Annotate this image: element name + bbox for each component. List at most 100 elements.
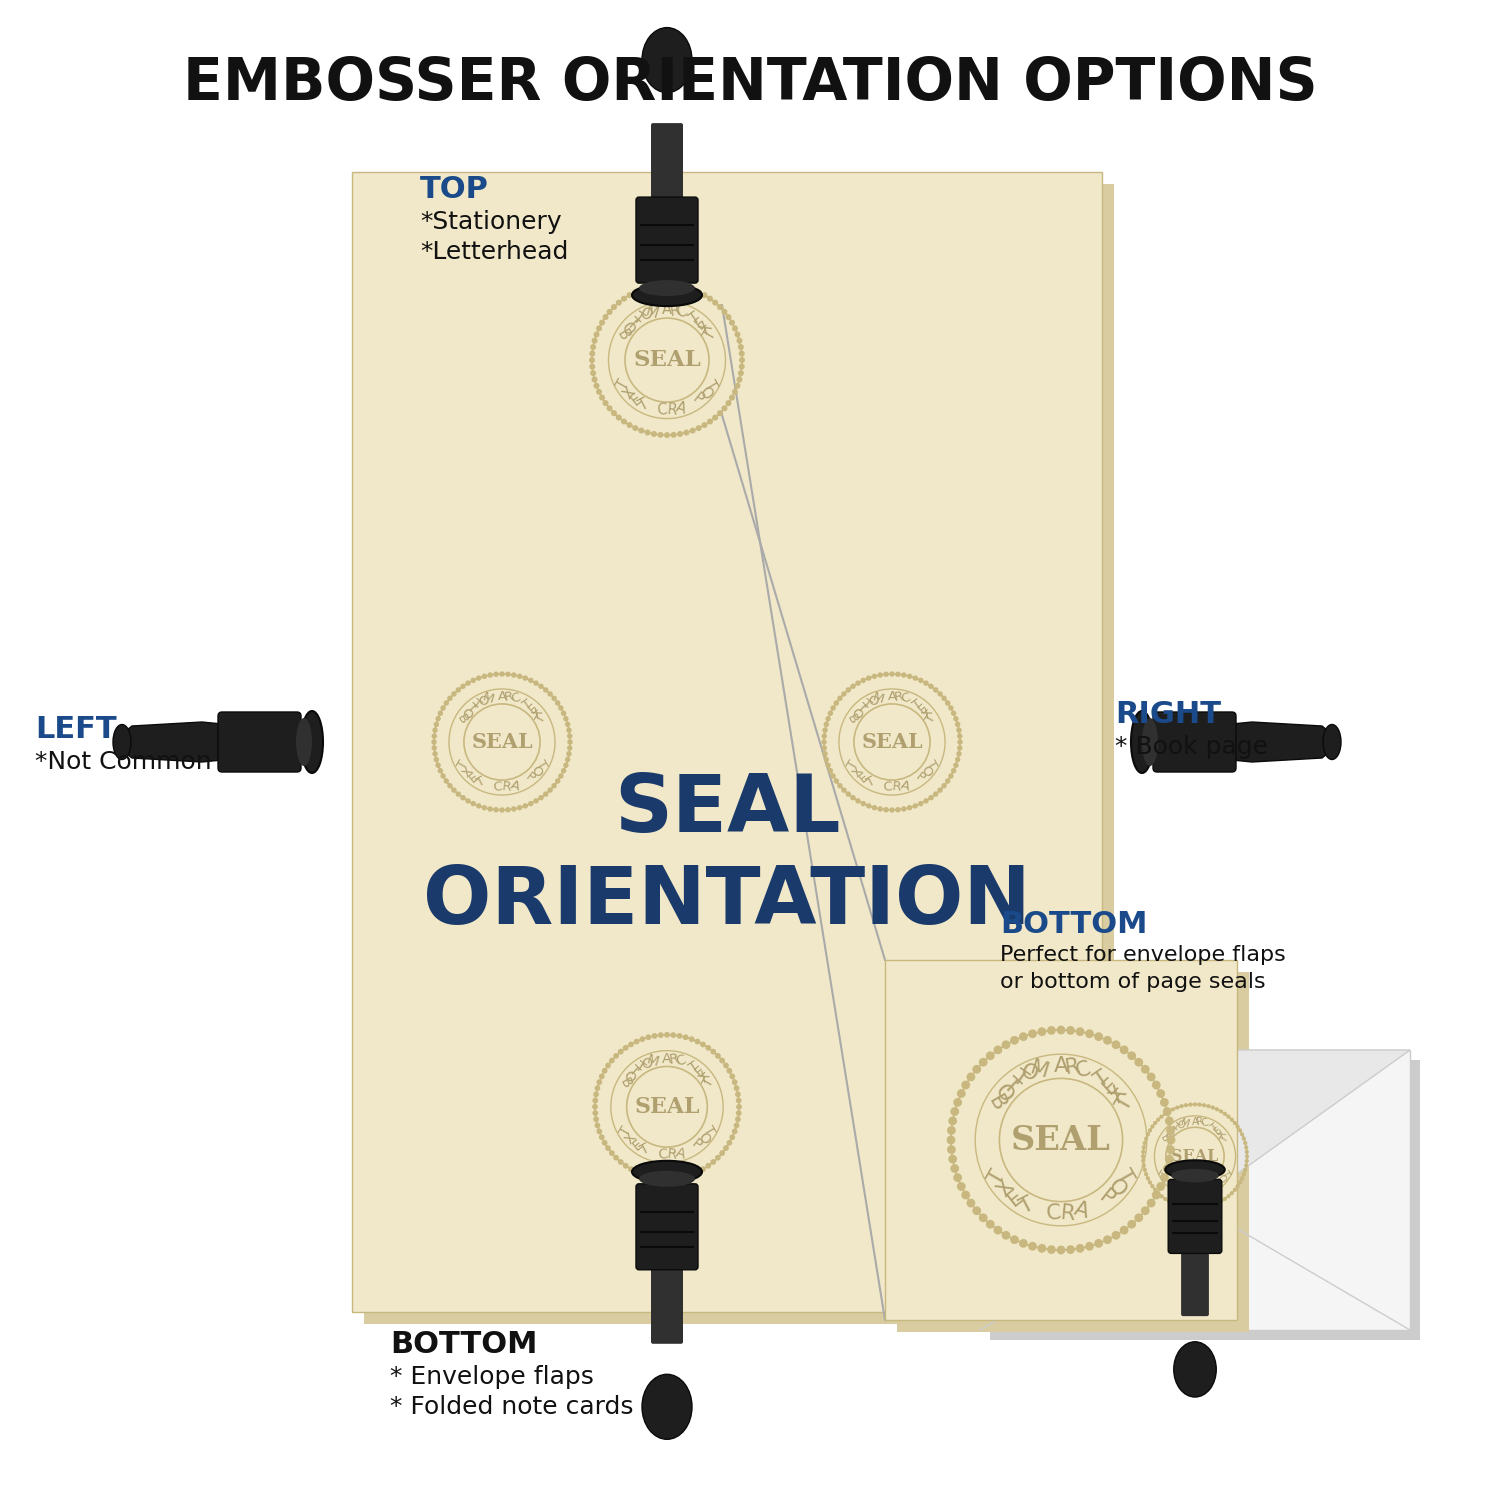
Circle shape (676, 430, 682, 436)
Text: BOTTOM: BOTTOM (1000, 910, 1148, 939)
Circle shape (957, 746, 963, 750)
Circle shape (1002, 1232, 1011, 1239)
Circle shape (694, 1038, 700, 1044)
Circle shape (518, 674, 522, 680)
Circle shape (645, 285, 651, 291)
Text: SEAL: SEAL (1011, 1124, 1112, 1156)
Circle shape (884, 672, 890, 676)
Text: T: T (1113, 1166, 1137, 1188)
FancyBboxPatch shape (651, 1260, 682, 1344)
Text: O: O (474, 693, 490, 709)
Circle shape (705, 1046, 711, 1050)
Circle shape (702, 422, 708, 428)
Circle shape (723, 1062, 729, 1068)
Circle shape (1244, 1168, 1248, 1172)
Circle shape (1084, 1029, 1094, 1038)
FancyBboxPatch shape (990, 1060, 1420, 1340)
Text: P: P (1095, 1186, 1118, 1210)
Circle shape (842, 788, 846, 794)
Circle shape (732, 326, 738, 332)
Text: SEAL: SEAL (471, 732, 532, 752)
Text: E: E (1004, 1186, 1028, 1210)
Circle shape (822, 746, 827, 750)
Circle shape (946, 1136, 956, 1144)
Circle shape (590, 370, 596, 376)
Circle shape (596, 326, 602, 332)
Circle shape (1128, 1052, 1136, 1060)
Circle shape (1146, 1132, 1150, 1137)
Circle shape (1112, 1232, 1120, 1239)
Circle shape (690, 286, 696, 292)
Circle shape (664, 282, 670, 288)
Circle shape (432, 752, 438, 756)
Circle shape (1242, 1172, 1246, 1176)
Circle shape (1112, 1041, 1120, 1048)
Text: R: R (669, 302, 681, 318)
Circle shape (972, 1065, 981, 1074)
Text: LEFT: LEFT (34, 716, 117, 744)
Circle shape (717, 410, 723, 416)
Text: B: B (454, 712, 471, 726)
Text: C: C (1188, 1186, 1196, 1197)
Circle shape (682, 1035, 688, 1040)
Circle shape (1240, 1176, 1244, 1180)
Circle shape (1156, 1191, 1161, 1196)
Circle shape (482, 806, 488, 810)
Text: O: O (990, 1082, 1017, 1107)
Circle shape (735, 382, 741, 388)
Circle shape (1143, 1142, 1148, 1144)
Circle shape (622, 1162, 628, 1168)
Circle shape (639, 1036, 645, 1042)
Circle shape (562, 762, 568, 768)
Circle shape (618, 1048, 624, 1054)
Circle shape (548, 692, 554, 696)
Circle shape (738, 363, 744, 369)
Circle shape (1146, 1198, 1155, 1208)
Circle shape (993, 1046, 1002, 1054)
Circle shape (465, 798, 471, 804)
Circle shape (951, 1107, 958, 1116)
Circle shape (890, 672, 894, 676)
FancyBboxPatch shape (1180, 1244, 1209, 1316)
Circle shape (952, 762, 958, 768)
Text: B: B (616, 1076, 633, 1090)
Ellipse shape (1142, 718, 1158, 766)
Text: A: A (1191, 1116, 1198, 1126)
Text: T: T (859, 696, 873, 712)
Circle shape (432, 740, 436, 744)
Circle shape (1192, 1102, 1197, 1107)
Circle shape (957, 1089, 966, 1098)
Circle shape (1238, 1128, 1242, 1132)
Ellipse shape (1323, 724, 1341, 759)
Circle shape (1066, 1245, 1076, 1254)
Text: T: T (638, 1142, 652, 1158)
Circle shape (902, 672, 906, 678)
Circle shape (598, 1134, 604, 1140)
FancyBboxPatch shape (1154, 712, 1236, 772)
Text: O: O (694, 1130, 712, 1148)
Circle shape (602, 1068, 608, 1074)
Text: T: T (986, 1166, 1010, 1188)
Circle shape (1028, 1242, 1036, 1251)
Text: R: R (669, 1052, 680, 1066)
Circle shape (834, 778, 839, 783)
Circle shape (627, 422, 633, 428)
Text: T: T (636, 396, 651, 414)
Text: T: T (700, 1124, 717, 1138)
Circle shape (592, 1110, 598, 1116)
Text: T: T (1017, 1194, 1038, 1218)
Circle shape (651, 1034, 657, 1040)
Circle shape (670, 1032, 676, 1038)
Text: X: X (849, 764, 865, 780)
Circle shape (1162, 1112, 1167, 1116)
Circle shape (1142, 1206, 1149, 1215)
Circle shape (1019, 1032, 1028, 1041)
FancyBboxPatch shape (352, 172, 1102, 1312)
Circle shape (1152, 1191, 1161, 1200)
Circle shape (460, 684, 465, 688)
Circle shape (855, 681, 861, 686)
Circle shape (1094, 1239, 1102, 1248)
Circle shape (633, 1168, 639, 1174)
Circle shape (591, 338, 597, 344)
Text: C: C (492, 780, 502, 795)
